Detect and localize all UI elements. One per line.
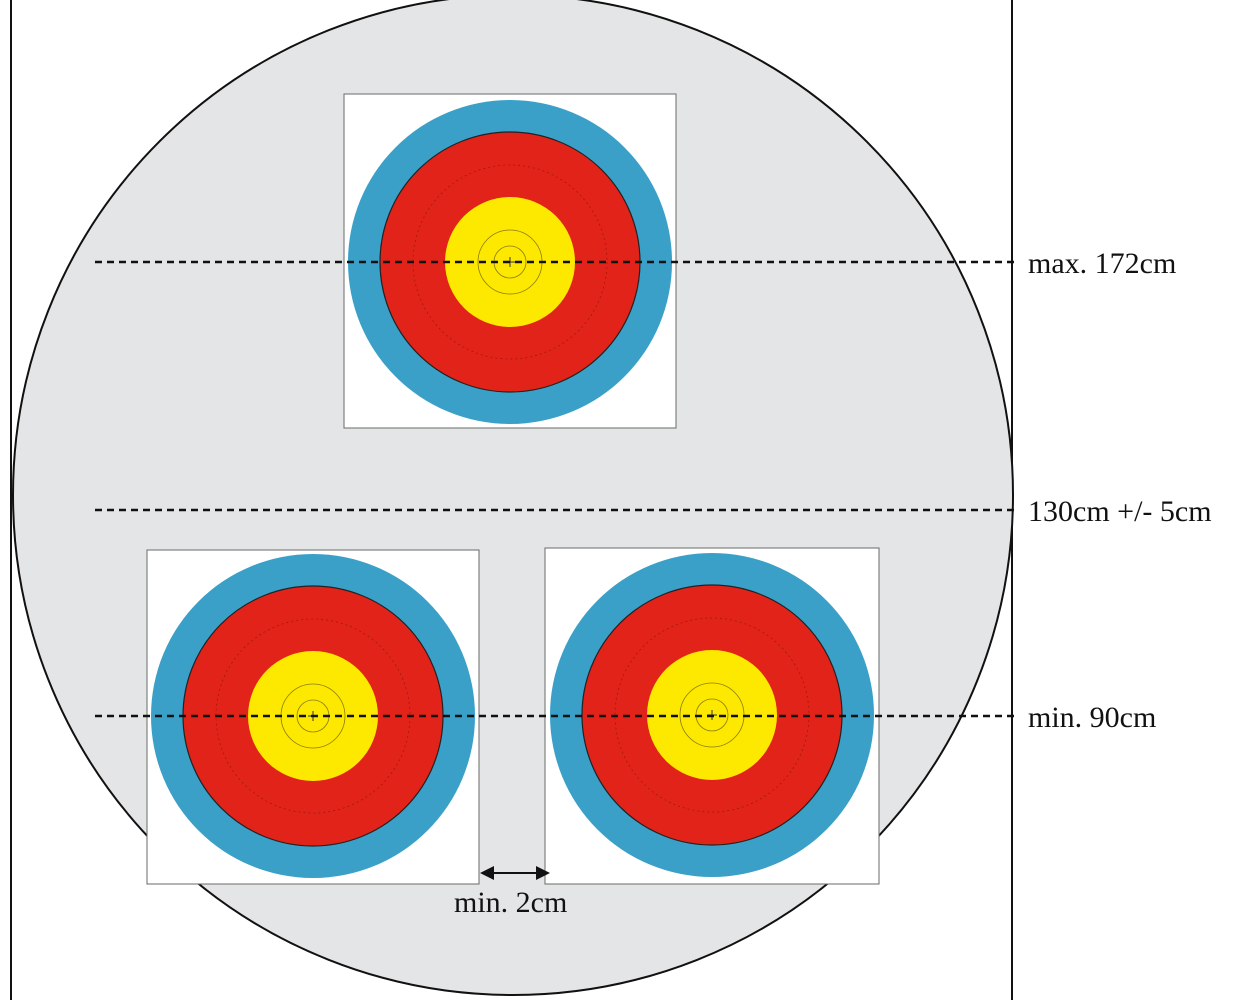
label-max-height: max. 172cm <box>1028 247 1176 280</box>
label-min-height: min. 90cm <box>1028 701 1156 734</box>
label-min-gap: min. 2cm <box>454 886 567 919</box>
min-gap-arrow <box>480 866 550 880</box>
red-inner-line <box>412 164 608 360</box>
label-center-height: 130cm +/- 5cm <box>1028 495 1212 528</box>
